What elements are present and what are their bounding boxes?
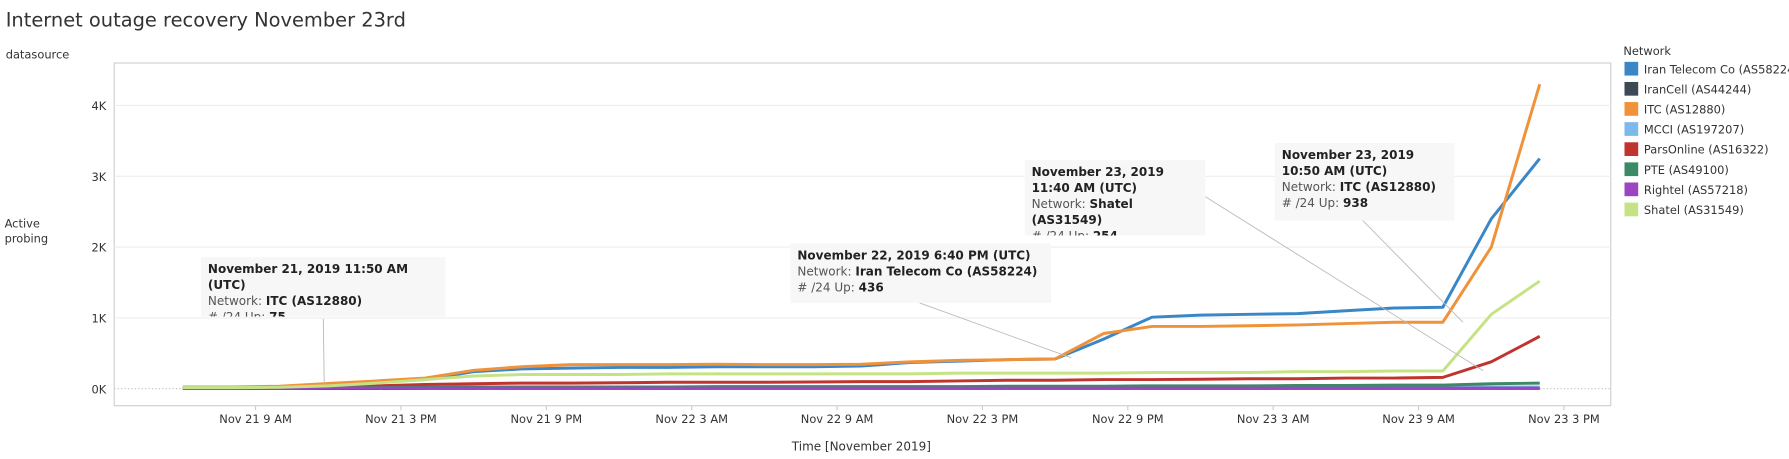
x-tick-label: Nov 21 9 AM [219, 412, 292, 426]
annotation-network: ITC (AS12880) [1340, 181, 1436, 195]
annotation-line: # /24 Up: 75 [208, 310, 439, 317]
annotation-count: 75 [269, 311, 286, 317]
annotation-label: Network: [1032, 198, 1086, 212]
annotation: November 21, 2019 11:50 AM (UTC)Network:… [201, 257, 445, 316]
annotation: November 23, 2019 10:50 AM (UTC)Network:… [1275, 143, 1454, 216]
legend-label: ITC (AS12880) [1644, 102, 1725, 116]
y-tick-label: 2K [91, 241, 106, 255]
annotation-line: Network: Iran Telecom Co (AS58224) [797, 264, 1044, 280]
legend-label: Shatel (AS31549) [1644, 203, 1744, 217]
annotation-count: 254 [1093, 230, 1118, 236]
legend-label: PTE (AS49100) [1644, 163, 1729, 177]
annotation-network: Iran Telecom Co (AS58224) [855, 265, 1037, 279]
annotation-leader [323, 319, 324, 384]
annotation-leader [920, 303, 1072, 358]
x-tick-label: Nov 23 3 AM [1237, 412, 1310, 426]
annotation-label: Network: [1282, 181, 1336, 195]
annotation-title: November 23, 2019 10:50 AM (UTC) [1282, 149, 1414, 179]
legend-swatch [1624, 182, 1638, 196]
annotation-line: Network: ITC (AS12880) [1282, 180, 1448, 196]
x-tick-label: Nov 22 3 PM [947, 412, 1019, 426]
legend-swatch [1624, 82, 1638, 96]
annotation-line: November 23, 2019 11:40 AM (UTC) [1032, 165, 1199, 197]
chart-title: Internet outage recovery November 23rd [6, 8, 406, 31]
annotation-body: November 22, 2019 6:40 PM (UTC)Network: … [791, 243, 1051, 302]
x-axis-title: Time [November 2019] [791, 439, 931, 453]
annotation-line: # /24 Up: 436 [797, 280, 1044, 296]
legend-swatch [1624, 162, 1638, 176]
legend-label: IranCell (AS44244) [1644, 82, 1751, 96]
legend-label: Iran Telecom Co (AS58224) [1644, 62, 1789, 76]
x-tick-label: Nov 23 3 PM [1528, 412, 1600, 426]
y-tick-label: 1K [91, 311, 106, 325]
legend-swatch [1624, 203, 1638, 217]
annotation-line: Network: Shatel (AS31549) [1032, 197, 1199, 229]
legend-label: ParsOnline (AS16322) [1644, 143, 1769, 157]
annotation-line: November 23, 2019 10:50 AM (UTC) [1282, 148, 1448, 180]
legend-swatch [1624, 142, 1638, 156]
x-tick-label: Nov 22 9 AM [801, 412, 874, 426]
annotation-title: November 23, 2019 11:40 AM (UTC) [1032, 166, 1164, 196]
annotation-line: # /24 Up: 254 [1032, 229, 1199, 236]
annotation-label: Network: [797, 265, 851, 279]
y-axis-title: Active probing [5, 217, 62, 247]
annotation-line: November 21, 2019 11:50 AM (UTC) [208, 262, 439, 294]
annotation-label: # /24 Up: [1032, 230, 1089, 236]
legend-swatch [1624, 102, 1638, 116]
annotation-label: # /24 Up: [208, 311, 265, 317]
x-tick-label: Nov 22 9 PM [1092, 412, 1164, 426]
annotation-line: November 22, 2019 6:40 PM (UTC) [797, 248, 1044, 264]
y-tick-label: 4K [91, 99, 106, 113]
annotation-leader [1205, 197, 1483, 371]
annotation-count: 938 [1343, 197, 1368, 211]
annotation: November 23, 2019 11:40 AM (UTC)Network:… [1025, 160, 1205, 235]
annotation-body: November 23, 2019 10:50 AM (UTC)Network:… [1275, 143, 1454, 221]
annotation-label: # /24 Up: [797, 281, 854, 295]
x-tick-label: Nov 21 3 PM [365, 412, 437, 426]
annotation-count: 436 [859, 281, 884, 295]
annotation-network: ITC (AS12880) [266, 295, 362, 309]
series-line [183, 84, 1540, 387]
annotation-title: November 22, 2019 6:40 PM (UTC) [797, 249, 1030, 263]
x-tick-label: Nov 22 3 AM [655, 412, 728, 426]
annotation-label: # /24 Up: [1282, 197, 1339, 211]
subtitle: datasource [6, 47, 70, 61]
annotation-line: Network: ITC (AS12880) [208, 294, 439, 310]
annotation: November 22, 2019 6:40 PM (UTC)Network: … [791, 243, 1051, 300]
legend-swatch [1624, 122, 1638, 136]
legend-label: Rightel (AS57218) [1644, 183, 1748, 197]
plot-frame [114, 63, 1611, 406]
y-axis-title-box: Active probing [5, 217, 62, 251]
x-tick-label: Nov 23 9 AM [1382, 412, 1455, 426]
x-tick-label: Nov 21 9 PM [511, 412, 583, 426]
annotation-body: November 23, 2019 11:40 AM (UTC)Network:… [1025, 160, 1205, 235]
annotation-line: # /24 Up: 938 [1282, 196, 1448, 212]
y-tick-label: 3K [91, 170, 106, 184]
legend-label: MCCI (AS197207) [1644, 123, 1744, 137]
legend-title: Network [1623, 44, 1671, 58]
y-tick-label: 0K [91, 382, 106, 396]
annotation-label: Network: [208, 295, 262, 309]
legend-swatch [1624, 62, 1638, 76]
annotation-body: November 21, 2019 11:50 AM (UTC)Network:… [201, 257, 445, 316]
annotation-title: November 21, 2019 11:50 AM (UTC) [208, 263, 408, 293]
